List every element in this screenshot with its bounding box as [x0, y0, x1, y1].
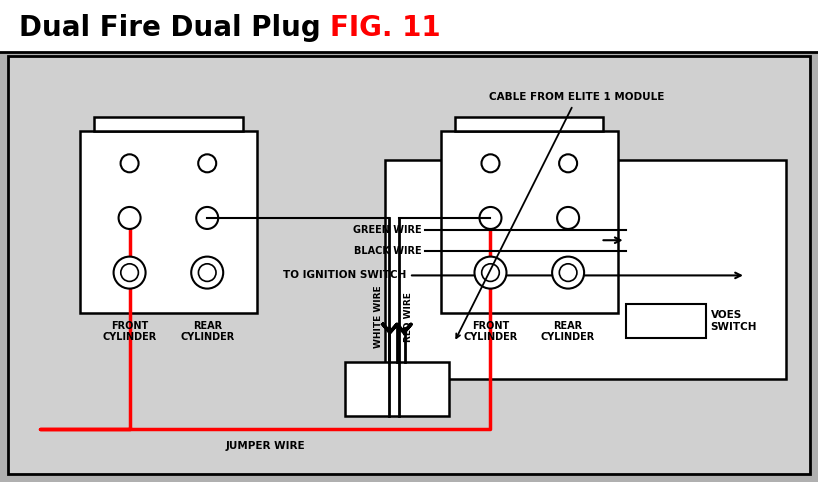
Circle shape: [191, 256, 223, 289]
Circle shape: [199, 264, 216, 281]
Bar: [94, 117, 242, 131]
Text: WHITE WIRE: WHITE WIRE: [375, 286, 384, 348]
Text: Dual Fire Dual Plug: Dual Fire Dual Plug: [19, 14, 330, 42]
Text: GREEN WIRE: GREEN WIRE: [353, 225, 422, 235]
Text: TO IGNITION SWITCH: TO IGNITION SWITCH: [283, 270, 406, 281]
Circle shape: [557, 207, 579, 229]
Bar: [8, 56, 810, 474]
Bar: [80, 131, 257, 313]
Bar: [626, 305, 706, 337]
Circle shape: [198, 154, 216, 172]
Circle shape: [560, 264, 577, 281]
Text: RED WIRE: RED WIRE: [404, 292, 413, 342]
Text: JUMPER WIRE: JUMPER WIRE: [226, 441, 305, 451]
Text: CABLE FROM ELITE 1 MODULE: CABLE FROM ELITE 1 MODULE: [456, 93, 664, 338]
Circle shape: [482, 264, 499, 281]
Circle shape: [479, 207, 501, 229]
Text: VOES
SWITCH: VOES SWITCH: [711, 310, 757, 332]
Circle shape: [196, 207, 218, 229]
Circle shape: [114, 256, 146, 289]
Text: BLACK WIRE: BLACK WIRE: [354, 246, 422, 255]
Bar: [385, 160, 786, 379]
Circle shape: [560, 154, 578, 172]
Circle shape: [482, 154, 500, 172]
Text: FIG. 11: FIG. 11: [330, 14, 441, 42]
Text: REAR
CYLINDER: REAR CYLINDER: [180, 321, 234, 342]
Circle shape: [474, 256, 506, 289]
Circle shape: [552, 256, 584, 289]
Bar: [0, 0, 818, 52]
Bar: [441, 131, 618, 313]
Circle shape: [121, 264, 138, 281]
Text: FRONT
CYLINDER: FRONT CYLINDER: [463, 321, 518, 342]
Bar: [345, 362, 449, 416]
Bar: [455, 117, 604, 131]
Circle shape: [120, 154, 138, 172]
Text: REAR
CYLINDER: REAR CYLINDER: [541, 321, 596, 342]
Circle shape: [119, 207, 141, 229]
Text: FRONT
CYLINDER: FRONT CYLINDER: [102, 321, 157, 342]
